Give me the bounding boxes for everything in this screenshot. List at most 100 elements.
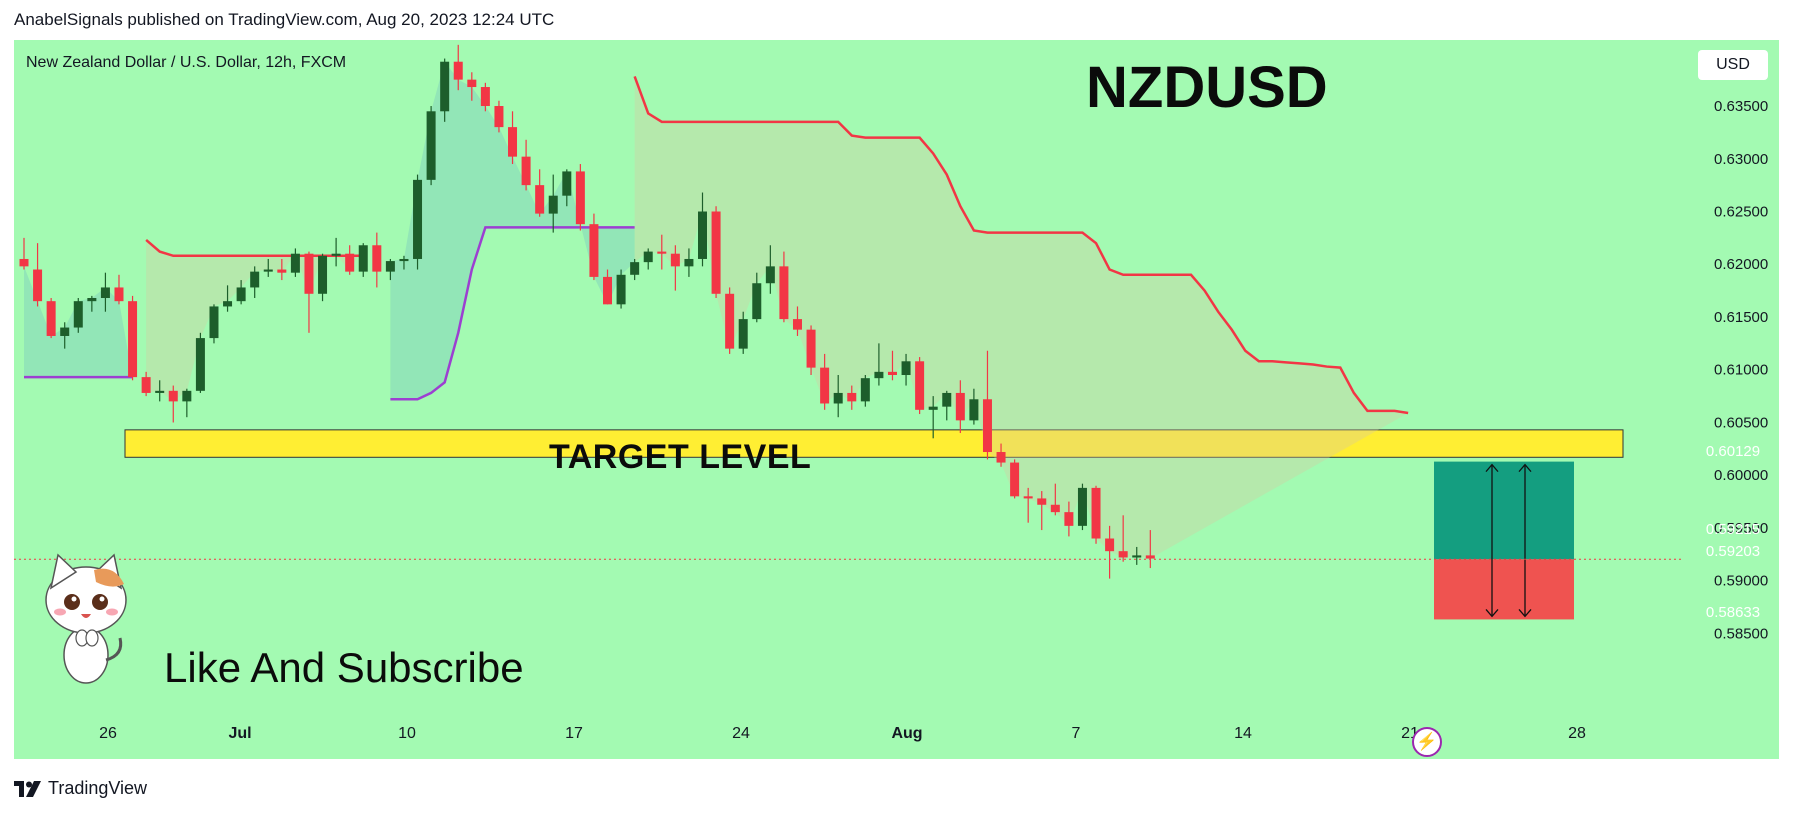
candle-body-48 xyxy=(670,253,680,267)
candle-body-11 xyxy=(168,390,178,402)
chart-area[interactable]: 0.63500 0.63000 0.62500 0.62000 0.61500 0.610… xyxy=(14,40,1779,759)
candle-body-45 xyxy=(630,262,640,275)
x-tick-label-4: 24 xyxy=(732,725,750,742)
cat-eye-shine-left xyxy=(71,596,77,602)
footer-brand: TradingView xyxy=(48,778,148,798)
y-tick-label-5: 0.61000 xyxy=(1714,362,1768,379)
candle-body-34 xyxy=(480,87,490,107)
cat-ear-left xyxy=(49,553,78,590)
candle-body-63 xyxy=(874,371,884,379)
candle-body-58 xyxy=(806,329,816,368)
candle-body-80 xyxy=(1105,538,1115,552)
y-tick-label-6: 0.60500 xyxy=(1714,414,1768,431)
candle-body-64 xyxy=(887,371,897,376)
y-tick-label-7: 0.60000 xyxy=(1714,467,1768,484)
candle-body-20 xyxy=(290,253,300,273)
upper-band-line-2 xyxy=(633,76,1409,415)
candle-body-23 xyxy=(331,253,341,256)
x-tick-label-5: Aug xyxy=(891,725,922,742)
currency-button[interactable]: USD xyxy=(1698,50,1768,80)
price-chart[interactable]: 0.63500 0.63000 0.62500 0.62000 0.61500 0.610… xyxy=(14,40,1779,759)
candle-body-31 xyxy=(440,61,450,112)
candle-body-22 xyxy=(318,255,328,294)
price-badge-entry: 0.59203 xyxy=(1705,543,1761,560)
symbol-description: New Zealand Dollar / U.S. Dollar, 12h, F… xyxy=(26,54,347,71)
target-level-label: TARGET LEVEL xyxy=(549,438,812,476)
publisher-header: AnabelSignals published on TradingView.c… xyxy=(14,10,555,29)
y-tick-label-9: 0.59000 xyxy=(1714,573,1768,590)
candle-body-35 xyxy=(494,106,504,128)
candle-body-12 xyxy=(182,390,192,402)
x-tick-label-2: 10 xyxy=(398,725,416,742)
candle-body-82 xyxy=(1132,555,1142,558)
candles-layer xyxy=(19,44,1155,579)
position-arrow-down-1 xyxy=(1518,608,1532,618)
x-tick-label-6: 7 xyxy=(1072,725,1081,742)
candle-body-3 xyxy=(60,327,70,336)
y-tick-label-3: 0.62000 xyxy=(1714,256,1768,273)
candle-body-33 xyxy=(467,79,477,88)
upper-band-line-1 xyxy=(145,239,364,258)
candle-body-1 xyxy=(33,269,43,302)
ticker-title: NZDUSD xyxy=(1086,55,1328,120)
candle-body-13 xyxy=(195,338,205,391)
candle-body-37 xyxy=(521,156,531,186)
position-arrow-up-1 xyxy=(1518,463,1532,473)
x-tick-label-1: Jul xyxy=(228,725,251,742)
cat-eye-shine-right xyxy=(99,596,105,602)
candle-body-81 xyxy=(1118,551,1128,558)
candle-body-54 xyxy=(752,283,762,320)
price-badge-last: 0.59215 xyxy=(1705,521,1761,538)
candle-body-65 xyxy=(901,361,911,376)
tradingview-logo[interactable]: TradingView xyxy=(14,778,147,799)
candle-body-15 xyxy=(223,301,233,307)
candle-body-39 xyxy=(548,195,558,214)
candle-body-19 xyxy=(277,269,287,273)
cat-eye-left xyxy=(64,594,80,610)
position-layer xyxy=(1434,461,1574,620)
candle-body-7 xyxy=(114,287,124,302)
candle-body-36 xyxy=(508,127,518,157)
y-tick-label-1: 0.63000 xyxy=(1714,151,1768,168)
lightning-icon[interactable]: ⚡ xyxy=(1412,727,1442,757)
candle-body-53 xyxy=(738,319,748,349)
position-arrow-down-0 xyxy=(1485,608,1499,618)
candle-body-50 xyxy=(698,211,707,259)
candle-body-9 xyxy=(141,377,151,393)
zones-layer xyxy=(124,429,1624,458)
candle-body-32 xyxy=(453,61,463,80)
cat-tail xyxy=(105,637,123,662)
candle-body-76 xyxy=(1050,504,1060,513)
candle-body-14 xyxy=(209,306,219,339)
price-badge-stop: 0.58633 xyxy=(1705,604,1761,621)
candle-body-57 xyxy=(792,319,802,330)
candle-body-8 xyxy=(128,301,138,378)
cat-patch xyxy=(94,568,124,587)
loss-zone xyxy=(1434,559,1574,620)
candle-body-66 xyxy=(915,361,925,410)
candle-body-43 xyxy=(603,276,613,305)
price-badge-target: 0.60129 xyxy=(1705,443,1761,460)
like-subscribe-text: Like And Subscribe xyxy=(164,644,524,691)
cat-paw-right xyxy=(85,629,99,647)
candle-body-73 xyxy=(1010,462,1020,497)
candle-body-40 xyxy=(562,171,572,196)
candle-body-61 xyxy=(847,392,857,402)
cat-blush-left xyxy=(54,608,66,616)
candle-body-68 xyxy=(942,392,952,407)
tradingview-icon xyxy=(14,780,41,797)
candle-body-46 xyxy=(643,251,653,263)
candle-body-47 xyxy=(657,251,667,254)
candle-body-30 xyxy=(426,111,436,180)
bands-layer xyxy=(24,61,1409,559)
candle-body-42 xyxy=(589,224,599,277)
candle-body-0 xyxy=(19,258,29,267)
candle-body-75 xyxy=(1037,498,1047,505)
candle-body-55 xyxy=(765,266,775,284)
candle-body-51 xyxy=(711,211,721,294)
candle-body-71 xyxy=(982,399,992,453)
candle-body-6 xyxy=(100,287,110,299)
candle-body-38 xyxy=(535,185,545,214)
x-tick-label-9: 28 xyxy=(1568,725,1586,742)
x-tick-label-0: 26 xyxy=(99,725,117,742)
